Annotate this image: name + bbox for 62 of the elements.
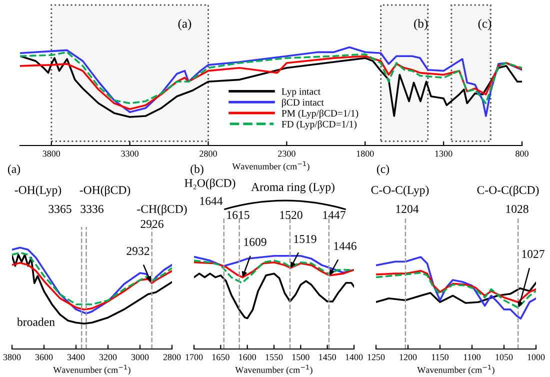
- text: H₂O(βCD): [184, 178, 236, 190]
- x-tick-label: 1800: [356, 150, 374, 157]
- legend-label: Lyp intact: [282, 88, 321, 97]
- x-tick-label: 3300: [121, 150, 138, 157]
- band-label: (c): [478, 19, 492, 30]
- x-tick-label: 2300: [278, 150, 296, 157]
- x-tick-label: 3200: [99, 354, 117, 360]
- text: C-O-C(βCD): [477, 186, 539, 196]
- text: -OH(βCD): [80, 186, 130, 196]
- x-tick-label: 1400: [346, 354, 363, 360]
- annotation: 1027: [522, 250, 544, 258]
- x-tick-label: 3600: [35, 354, 53, 360]
- x-tick-label: 2800: [200, 150, 217, 157]
- text: Aroma ring (Lyp): [251, 182, 334, 194]
- x-tick-label: 3400: [67, 354, 85, 360]
- ref-line-label: 1615: [227, 211, 250, 219]
- text: -OH(Lyp): [14, 186, 62, 196]
- band-label: (a): [178, 19, 192, 30]
- text: (a): [8, 164, 20, 176]
- ref-line-label: 1520: [280, 210, 302, 219]
- annotation: 1519: [294, 235, 316, 243]
- ref-line-label: 1204: [396, 204, 419, 213]
- ref-line-label: 1447: [323, 211, 346, 219]
- x-axis-title: Wavenumber (cm$^{−1}$): [232, 161, 310, 172]
- text: (c): [376, 164, 390, 176]
- x-tick-label: 1100: [464, 354, 481, 360]
- x-tick-label: 2800: [163, 354, 181, 360]
- x-tick-label: 800: [516, 150, 528, 157]
- annotation: 1446: [334, 242, 356, 250]
- x-tick-label: 1150: [432, 354, 449, 360]
- text: C-O-C(Lyp): [371, 186, 429, 196]
- x-tick-label: 1000: [528, 354, 545, 360]
- x-axis-title: Wavenumber (cm$^{−1}$): [53, 364, 130, 375]
- x-tick-label: 1500: [292, 354, 310, 360]
- annotation: 2932: [126, 247, 150, 255]
- x-tick-label: 3800: [42, 150, 60, 157]
- x-tick-label: 3800: [3, 354, 21, 360]
- legend-label: FD (Lyp/βCD=1/1): [282, 120, 357, 130]
- x-tick-label: 1700: [186, 354, 203, 360]
- x-tick-label: 1050: [496, 354, 513, 360]
- x-tick-label: 1200: [400, 354, 417, 360]
- ref-line-label: 3365: [48, 205, 72, 213]
- x-axis-title: Wavenumber (cm$^{−1}$): [235, 364, 312, 375]
- x-tick-label: 1650: [212, 354, 230, 360]
- band-label: (b): [414, 19, 428, 30]
- annotation: broaden: [16, 318, 55, 326]
- x-tick-label: 1550: [266, 354, 283, 360]
- annotation: 1609: [244, 238, 266, 246]
- legend-label: βCD intact: [282, 98, 324, 108]
- x-axis-title: Wavenumber (cm$^{−1}$): [417, 364, 494, 375]
- x-tick-label: 1600: [239, 354, 256, 360]
- ref-line-label: 3336: [80, 205, 104, 213]
- ref-line-label: 2926: [140, 220, 164, 228]
- text: -CH(βCD): [137, 204, 187, 216]
- ref-line-label: 1028: [506, 204, 528, 213]
- x-tick-label: 3000: [131, 354, 149, 360]
- legend-label: PM (Lyp/βCD=1/1): [282, 110, 358, 119]
- x-tick-label: 1300: [435, 150, 452, 157]
- x-tick-label: 1250: [368, 354, 385, 360]
- ref-line-label: 1644: [200, 197, 223, 205]
- x-tick-label: 1450: [319, 354, 336, 360]
- text: (b): [190, 164, 204, 176]
